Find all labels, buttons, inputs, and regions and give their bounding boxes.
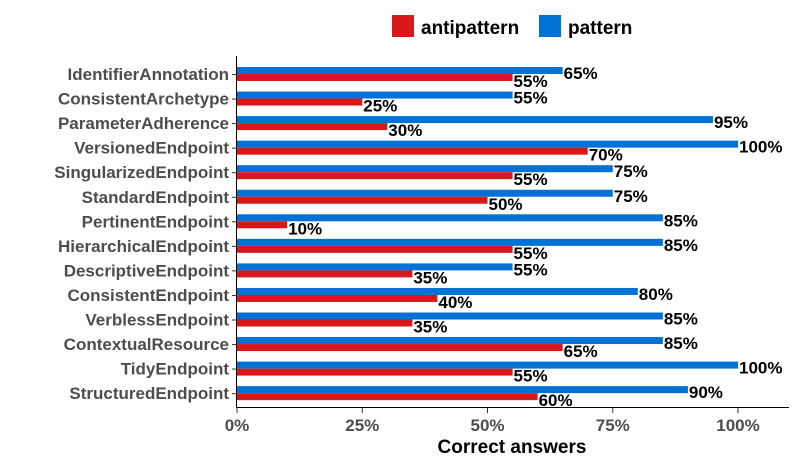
bar-antipattern-consistent-archetype — [237, 98, 363, 106]
bar-pattern-consistent-archetype — [237, 91, 513, 99]
data-label-pattern-identifier-annotation: 65% — [564, 64, 598, 83]
bar-pattern-versioned-endpoint — [237, 140, 738, 148]
bar-antipattern-structured-endpoint — [237, 393, 538, 401]
data-label-antipattern-identifier-annotation: 55% — [514, 72, 548, 91]
bar-pattern-identifier-annotation — [237, 67, 563, 74]
bar-antipattern-pertinent-endpoint — [237, 221, 288, 229]
bar-pattern-contextual-resource — [237, 337, 663, 345]
bar-pattern-parameter-adherence — [237, 116, 713, 124]
data-label-antipattern-versioned-endpoint: 70% — [589, 146, 623, 165]
x-tick-label: 75% — [596, 416, 630, 435]
legend-label-pattern: pattern — [568, 18, 632, 39]
category-label-singularized-endpoint: SingularizedEndpoint — [54, 163, 229, 182]
bar-pattern-standard-endpoint — [237, 189, 613, 197]
bar-antipattern-hierarchical-endpoint — [237, 245, 513, 253]
legend: antipattern pattern — [392, 15, 632, 39]
category-label-versioned-endpoint: VersionedEndpoint — [74, 139, 229, 158]
data-label-antipattern-descriptive-endpoint: 35% — [413, 268, 447, 287]
category-label-descriptive-endpoint: DescriptiveEndpoint — [64, 261, 230, 280]
data-label-pattern-contextual-resource: 85% — [664, 334, 698, 353]
category-label-standard-endpoint: StandardEndpoint — [82, 188, 230, 207]
bar-antipattern-verbless-endpoint — [237, 319, 413, 327]
category-label-consistent-endpoint: ConsistentEndpoint — [68, 286, 230, 305]
data-label-antipattern-standard-endpoint: 50% — [489, 195, 523, 214]
category-label-structured-endpoint: StructuredEndpoint — [69, 384, 229, 403]
bar-antipattern-standard-endpoint — [237, 196, 488, 204]
data-label-antipattern-parameter-adherence: 30% — [388, 121, 422, 140]
data-label-pattern-descriptive-endpoint: 55% — [514, 260, 548, 279]
data-label-pattern-structured-endpoint: 90% — [689, 383, 723, 402]
data-label-pattern-parameter-adherence: 95% — [714, 113, 748, 132]
bar-antipattern-versioned-endpoint — [237, 147, 588, 155]
data-label-antipattern-structured-endpoint: 60% — [539, 391, 573, 410]
data-label-pattern-tidy-endpoint: 100% — [739, 359, 782, 378]
data-label-pattern-pertinent-endpoint: 85% — [664, 211, 698, 230]
bar-antipattern-contextual-resource — [237, 344, 563, 352]
bar-pattern-pertinent-endpoint — [237, 214, 663, 222]
category-label-verbless-endpoint: VerblessEndpoint — [85, 311, 229, 330]
bar-pattern-descriptive-endpoint — [237, 263, 513, 271]
bar-pattern-consistent-endpoint — [237, 287, 638, 295]
data-label-antipattern-contextual-resource: 65% — [564, 342, 598, 361]
bar-antipattern-identifier-annotation — [237, 74, 513, 81]
bar-antipattern-descriptive-endpoint — [237, 270, 413, 278]
data-label-antipattern-tidy-endpoint: 55% — [514, 367, 548, 386]
category-label-consistent-archetype: ConsistentArchetype — [58, 90, 229, 109]
category-label-pertinent-endpoint: PertinentEndpoint — [82, 212, 230, 231]
category-label-contextual-resource: ContextualResource — [64, 335, 229, 354]
data-label-antipattern-hierarchical-endpoint: 55% — [514, 244, 548, 263]
bar-pattern-verbless-endpoint — [237, 312, 663, 320]
legend-swatch-antipattern — [392, 15, 414, 37]
x-tick-label: 0% — [225, 416, 250, 435]
bar-pattern-hierarchical-endpoint — [237, 238, 663, 246]
x-tick-label: 25% — [345, 416, 379, 435]
x-axis-title: Correct answers — [438, 437, 587, 458]
data-label-pattern-hierarchical-endpoint: 85% — [664, 236, 698, 255]
legend-swatch-pattern — [539, 15, 561, 37]
bar-antipattern-consistent-endpoint — [237, 294, 438, 302]
data-label-pattern-singularized-endpoint: 75% — [614, 162, 648, 181]
plot-area: IdentifierAnnotation 65% 55% ConsistentArch… — [54, 64, 782, 410]
bar-antipattern-tidy-endpoint — [237, 368, 513, 376]
data-label-antipattern-verbless-endpoint: 35% — [413, 318, 447, 337]
data-label-pattern-consistent-endpoint: 80% — [639, 285, 673, 304]
data-label-antipattern-consistent-endpoint: 40% — [438, 293, 472, 312]
legend-label-antipattern: antipattern — [421, 18, 519, 39]
data-label-pattern-versioned-endpoint: 100% — [739, 138, 782, 157]
bar-pattern-singularized-endpoint — [237, 165, 613, 173]
bar-pattern-structured-endpoint — [237, 386, 688, 394]
category-label-hierarchical-endpoint: HierarchicalEndpoint — [58, 237, 229, 256]
data-label-antipattern-pertinent-endpoint: 10% — [288, 219, 322, 238]
bar-pattern-tidy-endpoint — [237, 361, 738, 369]
bar-antipattern-parameter-adherence — [237, 123, 388, 131]
category-label-tidy-endpoint: TidyEndpoint — [121, 360, 230, 379]
x-tick-label: 50% — [470, 416, 504, 435]
category-label-identifier-annotation: IdentifierAnnotation — [68, 65, 229, 84]
category-label-parameter-adherence: ParameterAdherence — [58, 114, 229, 133]
data-label-pattern-verbless-endpoint: 85% — [664, 310, 698, 329]
data-label-pattern-consistent-archetype: 55% — [514, 89, 548, 108]
x-tick-label: 100% — [716, 416, 759, 435]
data-label-antipattern-consistent-archetype: 25% — [363, 97, 397, 116]
bar-antipattern-singularized-endpoint — [237, 172, 513, 180]
data-label-pattern-standard-endpoint: 75% — [614, 187, 648, 206]
data-label-antipattern-singularized-endpoint: 55% — [514, 170, 548, 189]
